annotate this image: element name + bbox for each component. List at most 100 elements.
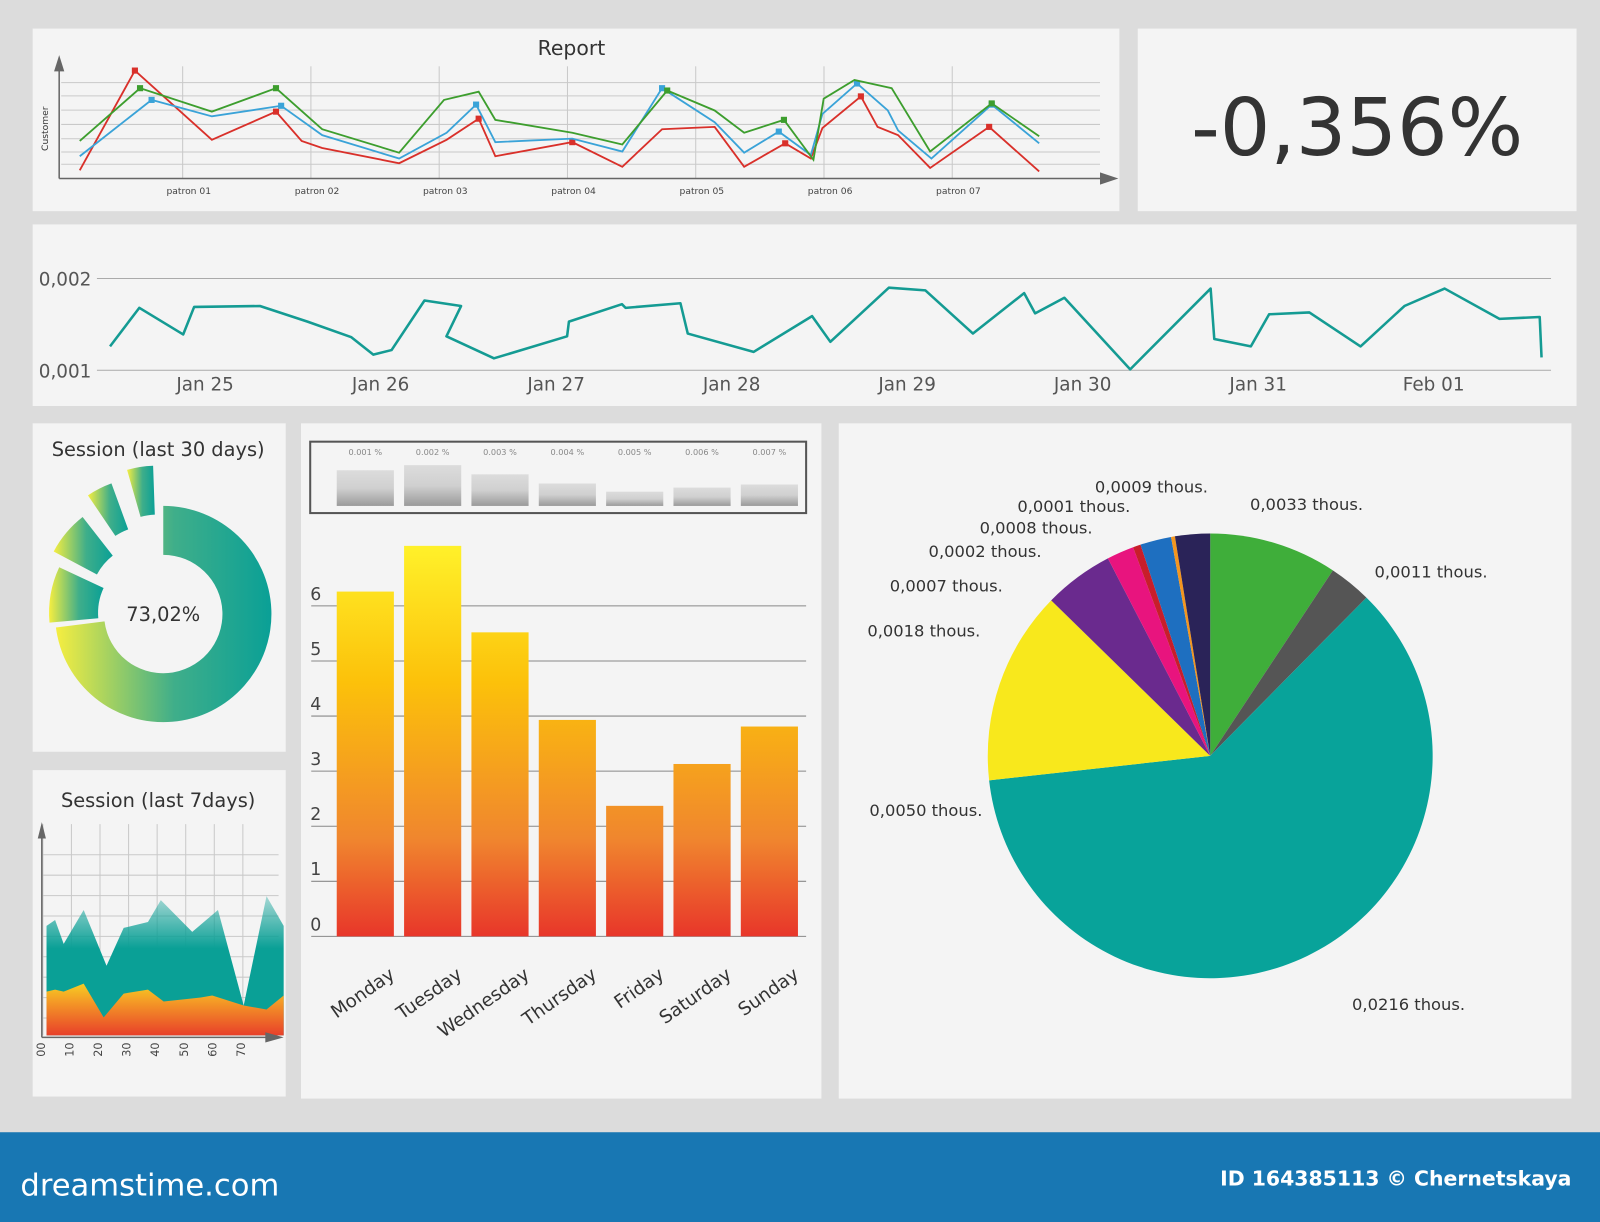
report-data-marker: [782, 140, 789, 147]
timeline-chart: 0,001 0,002 Jan 25 Jan 26 Jan 27 Jan 28 Jan 29…: [39, 270, 1552, 396]
timeline-y-tick: 0,002: [39, 270, 92, 291]
donut-exploded-segment: [49, 567, 104, 623]
report-x-tick: patron 04: [551, 186, 596, 197]
report-title: Report: [538, 36, 606, 60]
timeline-y-tick: 0,001: [39, 361, 92, 382]
report-series-line: [78, 69, 1040, 173]
pie-slice-label: 0,0050 thous.: [869, 801, 982, 820]
pie-slice-label: 0,0033 thous.: [1250, 495, 1363, 514]
pie-slice: [1140, 536, 1211, 756]
weekly-bar: [538, 719, 596, 937]
report-data-marker: [857, 93, 864, 100]
report-data-marker: [131, 67, 138, 74]
report-x-tick: patron 02: [295, 186, 340, 197]
report-data-marker: [148, 96, 155, 103]
weekly-bar: [740, 726, 798, 937]
pie-slice-label: 0,0216 thous.: [1352, 995, 1465, 1014]
report-data-marker: [278, 102, 285, 109]
report-data-marker: [569, 139, 576, 146]
pie-slice-label: 0,0002 thous.: [929, 542, 1042, 561]
timeline-x-tick: Feb 01: [1403, 375, 1465, 396]
pie-slice: [1174, 533, 1211, 756]
report-panel: [32, 28, 1120, 212]
mini-bar-label: 0.006 %: [685, 447, 719, 457]
area-x-tick: 00: [35, 1042, 48, 1056]
timeline-series-line: [109, 286, 1543, 371]
mini-bar-frame: [309, 440, 808, 515]
pie-slice: [1171, 536, 1211, 756]
bar-y-tick: 5: [310, 640, 321, 660]
weekly-bar: [336, 591, 394, 937]
report-y-label: Customer: [40, 106, 51, 151]
timeline-x-tick: Jan 31: [1228, 375, 1287, 396]
footer-brand: dreamstime.com: [20, 1168, 279, 1203]
timeline-x-tick: Jan 27: [526, 375, 585, 396]
weekly-bar: [673, 763, 731, 937]
bar-y-tick: 2: [310, 805, 321, 825]
report-data-marker: [659, 85, 666, 92]
arrow-up-icon: [54, 55, 65, 72]
mini-bar-label: 0.007 %: [753, 447, 787, 457]
timeline-x-tick: Jan 26: [351, 375, 410, 396]
session-7-area-chart: Session (last 7days) 00 10 20 30 40 50 60 70: [35, 789, 284, 1057]
report-data-marker: [136, 85, 144, 92]
pie-slice: [1210, 570, 1367, 756]
donut-exploded-segment: [87, 483, 129, 536]
timeline-panel: [32, 224, 1577, 406]
mini-bar-label: 0.004 %: [550, 447, 584, 457]
pie-slice: [1107, 547, 1211, 756]
area-x-tick: 30: [121, 1042, 134, 1056]
area-x-tick: 70: [235, 1042, 248, 1056]
mini-bar: [740, 484, 798, 506]
mini-bar: [606, 491, 664, 506]
pie-slice: [987, 600, 1211, 781]
bar-y-tick: 1: [310, 860, 321, 880]
bar-y-tick: 4: [310, 695, 321, 715]
pie-slice-label: 0,0007 thous.: [890, 577, 1003, 596]
report-series-line: [79, 78, 1040, 163]
timeline-x-tick: Jan 30: [1053, 375, 1112, 396]
timeline-x-tick: Jan 29: [877, 375, 936, 396]
bar-y-tick: 0: [310, 915, 321, 935]
mini-bar: [673, 487, 731, 506]
report-data-marker: [272, 85, 280, 92]
breakdown-pie-chart: 0,0033 thous. 0,0011 thous. 0,0216 thous. 0…: [867, 478, 1487, 1014]
donut-value-arc: [55, 505, 272, 723]
pie-slice: [1133, 544, 1211, 756]
pie-slice-label: 0,0009 thous.: [1095, 478, 1208, 497]
area-x-tick: 60: [206, 1042, 219, 1056]
kpi-panel: [1137, 28, 1577, 212]
mini-bar: [404, 465, 462, 506]
timeline-x-tick: Jan 25: [175, 375, 234, 396]
mini-bar-label: 0.005 %: [618, 447, 652, 457]
report-data-marker: [272, 108, 280, 115]
area-x-tick: 40: [149, 1042, 162, 1056]
report-chart: Report Customer patron 01 patron 02 patron…: [40, 36, 1119, 197]
mini-bar: [538, 483, 596, 506]
report-data-marker: [988, 100, 995, 107]
mini-bar: [336, 470, 394, 506]
area-x-tick: 50: [178, 1042, 191, 1056]
mini-bar: [471, 474, 529, 506]
report-x-tick: patron 03: [423, 186, 468, 197]
report-x-tick: patron 07: [936, 186, 981, 197]
pie-slice-label: 0,0001 thous.: [1017, 497, 1130, 516]
donut-center-label: 73,02%: [126, 603, 200, 626]
pie-slice-label: 0,0011 thous.: [1374, 562, 1487, 581]
area-series: [46, 983, 284, 1036]
arrow-up-icon: [37, 822, 46, 839]
arrow-right-icon: [1100, 172, 1119, 185]
bar-y-tick: 3: [310, 750, 321, 770]
donut-exploded-segment: [127, 465, 155, 517]
report-x-tick: patron 01: [166, 186, 211, 197]
donut-exploded-segment: [53, 517, 113, 575]
mini-bar-chart: 0.001 % 0.002 % 0.003 % 0.004 % 0.005 % 0.006…: [309, 440, 808, 515]
weekly-bar: [471, 632, 529, 937]
report-data-marker: [473, 101, 480, 108]
session-7-title: Session (last 7days): [61, 789, 255, 812]
report-x-tick: patron 05: [680, 186, 725, 197]
area-x-tick: 20: [92, 1042, 105, 1056]
bar-y-tick: 6: [310, 585, 321, 605]
kpi-value: -0,356%: [1191, 81, 1523, 174]
